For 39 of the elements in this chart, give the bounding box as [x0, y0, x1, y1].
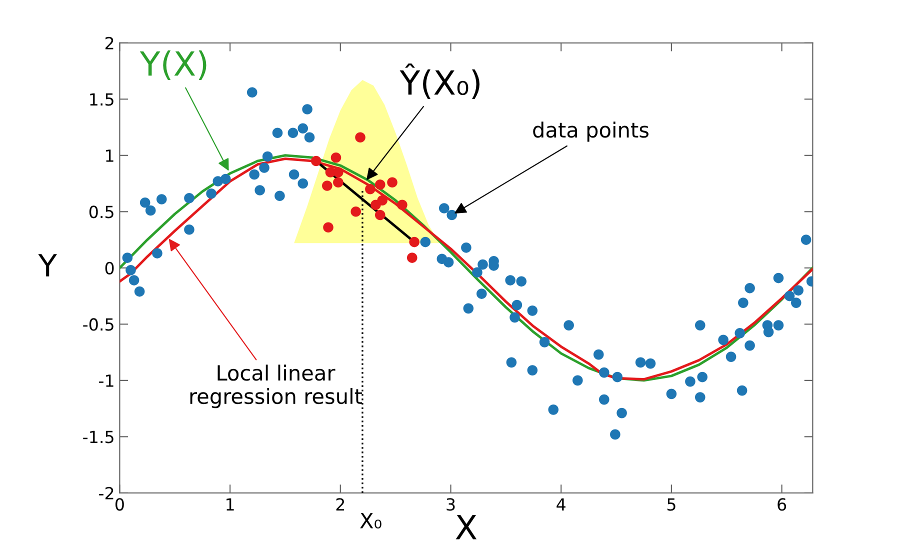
point: [350, 206, 361, 217]
x-tick-label: 6: [778, 498, 786, 511]
y-tick-label: -1.5: [83, 430, 114, 444]
annotation: Ŷ(X₀): [400, 63, 480, 100]
point: [406, 252, 418, 263]
y-axis-title: Y: [38, 254, 57, 276]
y-tick-label: -0.5: [83, 318, 114, 331]
point: [355, 132, 366, 143]
x-tick-label: 0: [115, 498, 124, 511]
x-tick-label: 2: [336, 498, 344, 510]
y-tick-label: 1: [106, 150, 114, 162]
point: [333, 177, 344, 188]
point: [377, 195, 388, 206]
y-tick-label: -1: [99, 374, 114, 387]
annotation: data points: [533, 122, 648, 142]
x-axis-title: X: [456, 514, 477, 540]
y-tick-label: 2: [105, 36, 114, 50]
x-tick-label: 3: [446, 498, 455, 511]
y-tick-label: 0.5: [89, 206, 114, 218]
point: [365, 184, 376, 194]
annotation: Y(X): [140, 50, 206, 80]
point: [409, 236, 420, 248]
annotation: X₀: [360, 513, 382, 528]
y-tick-label: -2: [99, 486, 114, 500]
y-tick-label: 1.5: [90, 93, 114, 106]
point: [333, 167, 344, 178]
x-tick-label: 4: [556, 498, 566, 510]
point: [330, 152, 342, 163]
point: [374, 180, 386, 190]
x-tick-label: 1: [226, 498, 234, 510]
y-tick-label: 0: [105, 262, 114, 274]
point: [322, 180, 332, 191]
point: [387, 177, 398, 188]
annotation: Local linear regression result: [190, 364, 362, 408]
point: [397, 200, 408, 210]
point: [323, 222, 334, 233]
x-tick-label: 5: [667, 498, 676, 511]
point: [310, 156, 322, 166]
point: [374, 210, 386, 220]
